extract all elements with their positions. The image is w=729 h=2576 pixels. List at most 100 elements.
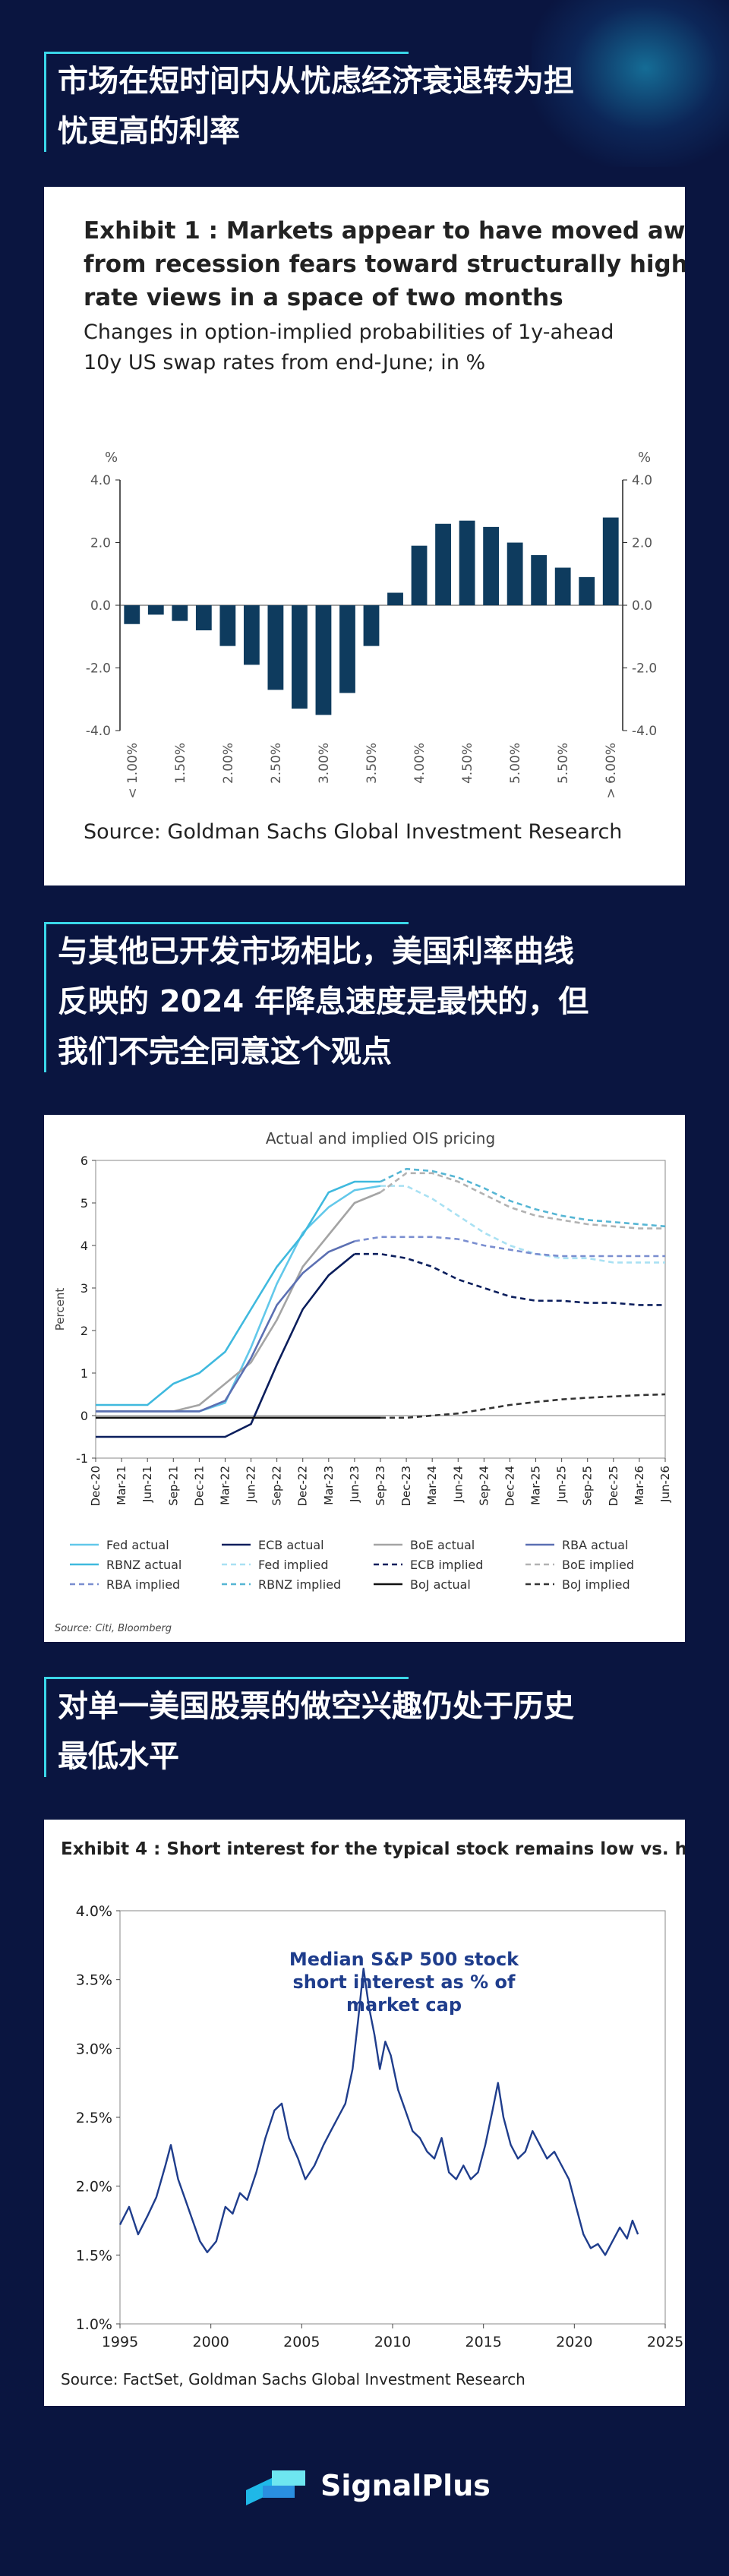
x-tick-label: Sep-22 xyxy=(270,1466,284,1506)
x-tick-label: Dec-24 xyxy=(503,1466,516,1507)
y-tick-label-right: 2.0 xyxy=(632,536,652,551)
y-tick-label: 1.5% xyxy=(76,2247,112,2264)
bar xyxy=(579,576,595,605)
x-tick-label: Mar-24 xyxy=(425,1466,439,1505)
y-tick-label-left: 4.0 xyxy=(90,473,111,488)
heading-accent-line xyxy=(44,1677,409,1679)
bar xyxy=(387,592,403,605)
bar xyxy=(435,523,451,605)
heading-accent-line xyxy=(44,922,409,924)
y-tick-label-left: -4.0 xyxy=(86,724,111,739)
x-tick-label: Sep-24 xyxy=(477,1466,491,1506)
legend-label: BoJ implied xyxy=(562,1577,630,1592)
exhibit2-legend: Fed actual ECB actual BoE actual RBA actual… xyxy=(70,1538,634,1592)
x-tick-label: > 6.00% xyxy=(604,743,619,799)
x-tick-label: Jun-22 xyxy=(245,1466,258,1503)
legend-label: Fed implied xyxy=(258,1558,329,1572)
heading-line: 我们不完全同意这个观点 xyxy=(58,1034,392,1069)
x-tick-label: < 1.00% xyxy=(125,743,140,799)
x-tick-label: 2015 xyxy=(465,2334,501,2350)
x-tick-label: Mar-25 xyxy=(529,1466,543,1505)
x-tick-label: Mar-26 xyxy=(633,1466,646,1505)
x-tick-label: 2.50% xyxy=(269,743,284,784)
series-line xyxy=(354,1252,665,1306)
heading-line: 最低水平 xyxy=(58,1739,179,1774)
bar xyxy=(315,605,332,715)
series-line xyxy=(96,1240,355,1413)
series-line xyxy=(380,1172,665,1230)
y-tick-label: 4.0% xyxy=(76,1903,112,1920)
legend-label: BoE actual xyxy=(410,1538,475,1552)
exhibit4-annotation-line: Median S&P 500 stock xyxy=(289,1949,519,1970)
x-tick-label: Sep-23 xyxy=(374,1466,387,1506)
bar xyxy=(147,605,164,615)
y-tick-label: 1 xyxy=(80,1366,88,1381)
y-tick-label: 3 xyxy=(80,1281,88,1296)
x-tick-label: Sep-25 xyxy=(581,1466,595,1506)
heading-line: 反映的 2024 年降息速度是最快的，但 xyxy=(58,984,589,1019)
bar xyxy=(363,605,380,646)
legend-label: BoE implied xyxy=(562,1558,634,1572)
y-tick-label-right: 4.0 xyxy=(632,473,652,488)
y-tick-label: 3.0% xyxy=(76,2041,112,2057)
legend-label: Fed actual xyxy=(106,1538,169,1552)
exhibit4-plot-area: 4.0% 3.5% 3.0% 2.5% 2.0% 1.5% 1.0%1995 2000 2005… xyxy=(76,1903,683,2350)
heading-accent-line xyxy=(44,52,409,54)
y-tick-label-right: -4.0 xyxy=(632,724,657,739)
bar xyxy=(292,605,308,709)
legend-label: BoJ actual xyxy=(410,1577,471,1592)
legend-label: RBA actual xyxy=(562,1538,628,1552)
x-tick-label: 5.00% xyxy=(508,743,523,784)
series-line xyxy=(380,1185,665,1264)
bar xyxy=(602,517,619,605)
legend-label: ECB implied xyxy=(410,1558,483,1572)
series-line xyxy=(96,1185,381,1413)
series-line xyxy=(118,1968,639,2256)
legend-label: RBA implied xyxy=(106,1577,180,1592)
y-tick-label-right: 0.0 xyxy=(632,598,652,614)
y-tick-label: 0 xyxy=(80,1409,88,1423)
series-line xyxy=(354,1236,665,1258)
exhibit1-card: Exhibit 1 : Markets appear to have moved… xyxy=(44,187,716,886)
y-tick-label: -1 xyxy=(76,1451,88,1466)
brand-name: SignalPlus xyxy=(320,2469,491,2502)
y-tick-label-left: 2.0 xyxy=(90,536,111,551)
heading-line: 与其他已开发市场相比，美国利率曲线 xyxy=(58,934,574,969)
bar xyxy=(554,567,571,605)
signalplus-logo: SignalPlus xyxy=(241,2464,491,2507)
y-tick-label: 2.0% xyxy=(76,2179,112,2196)
exhibit4-annotation-line: market cap xyxy=(346,1994,462,2016)
x-tick-label: Mar-21 xyxy=(115,1466,128,1505)
x-tick-label: 2005 xyxy=(283,2334,320,2350)
legend-label: ECB actual xyxy=(258,1538,324,1552)
series-line xyxy=(96,1253,355,1438)
y-axis-label: Percent xyxy=(53,1288,67,1331)
section-heading-1: 市场在短时间内从忧虑经济衰退转为担 忧更高的利率 xyxy=(44,52,574,156)
x-tick-label: 5.50% xyxy=(556,743,571,784)
y-tick-label: 2 xyxy=(80,1324,88,1338)
x-tick-label: Jun-21 xyxy=(140,1466,154,1503)
exhibit4-source: Source: FactSet, Goldman Sachs Global In… xyxy=(61,2370,525,2388)
x-tick-label: 2000 xyxy=(192,2334,229,2350)
bar xyxy=(483,526,500,605)
x-tick-label: Jun-25 xyxy=(555,1466,569,1503)
heading-line: 忧更高的利率 xyxy=(58,114,240,149)
x-tick-label: 2010 xyxy=(374,2334,411,2350)
exhibit2-source: Source: Citi, Bloomberg xyxy=(55,1623,172,1634)
bar xyxy=(172,605,188,621)
x-tick-label: Dec-20 xyxy=(89,1466,103,1507)
y-tick-label: 3.5% xyxy=(76,1972,112,1989)
x-tick-label: 2.00% xyxy=(221,743,236,784)
bar xyxy=(195,605,212,630)
exhibit2-title: Actual and implied OIS pricing xyxy=(266,1129,495,1148)
exhibit4-card: Exhibit 4 : Short interest for the typic… xyxy=(44,1820,729,2406)
legend-label: RBNZ actual xyxy=(106,1558,181,1572)
x-tick-label: 1995 xyxy=(102,2334,138,2350)
y-tick-label-left: 0.0 xyxy=(90,598,111,614)
legend-label: RBNZ implied xyxy=(258,1577,341,1592)
y-tick-label: 5 xyxy=(80,1196,88,1211)
series-line xyxy=(96,1180,380,1406)
exhibit1-title-line: from recession fears toward structurally… xyxy=(84,251,685,278)
bar xyxy=(459,520,475,605)
x-tick-label: 4.00% xyxy=(412,743,428,784)
